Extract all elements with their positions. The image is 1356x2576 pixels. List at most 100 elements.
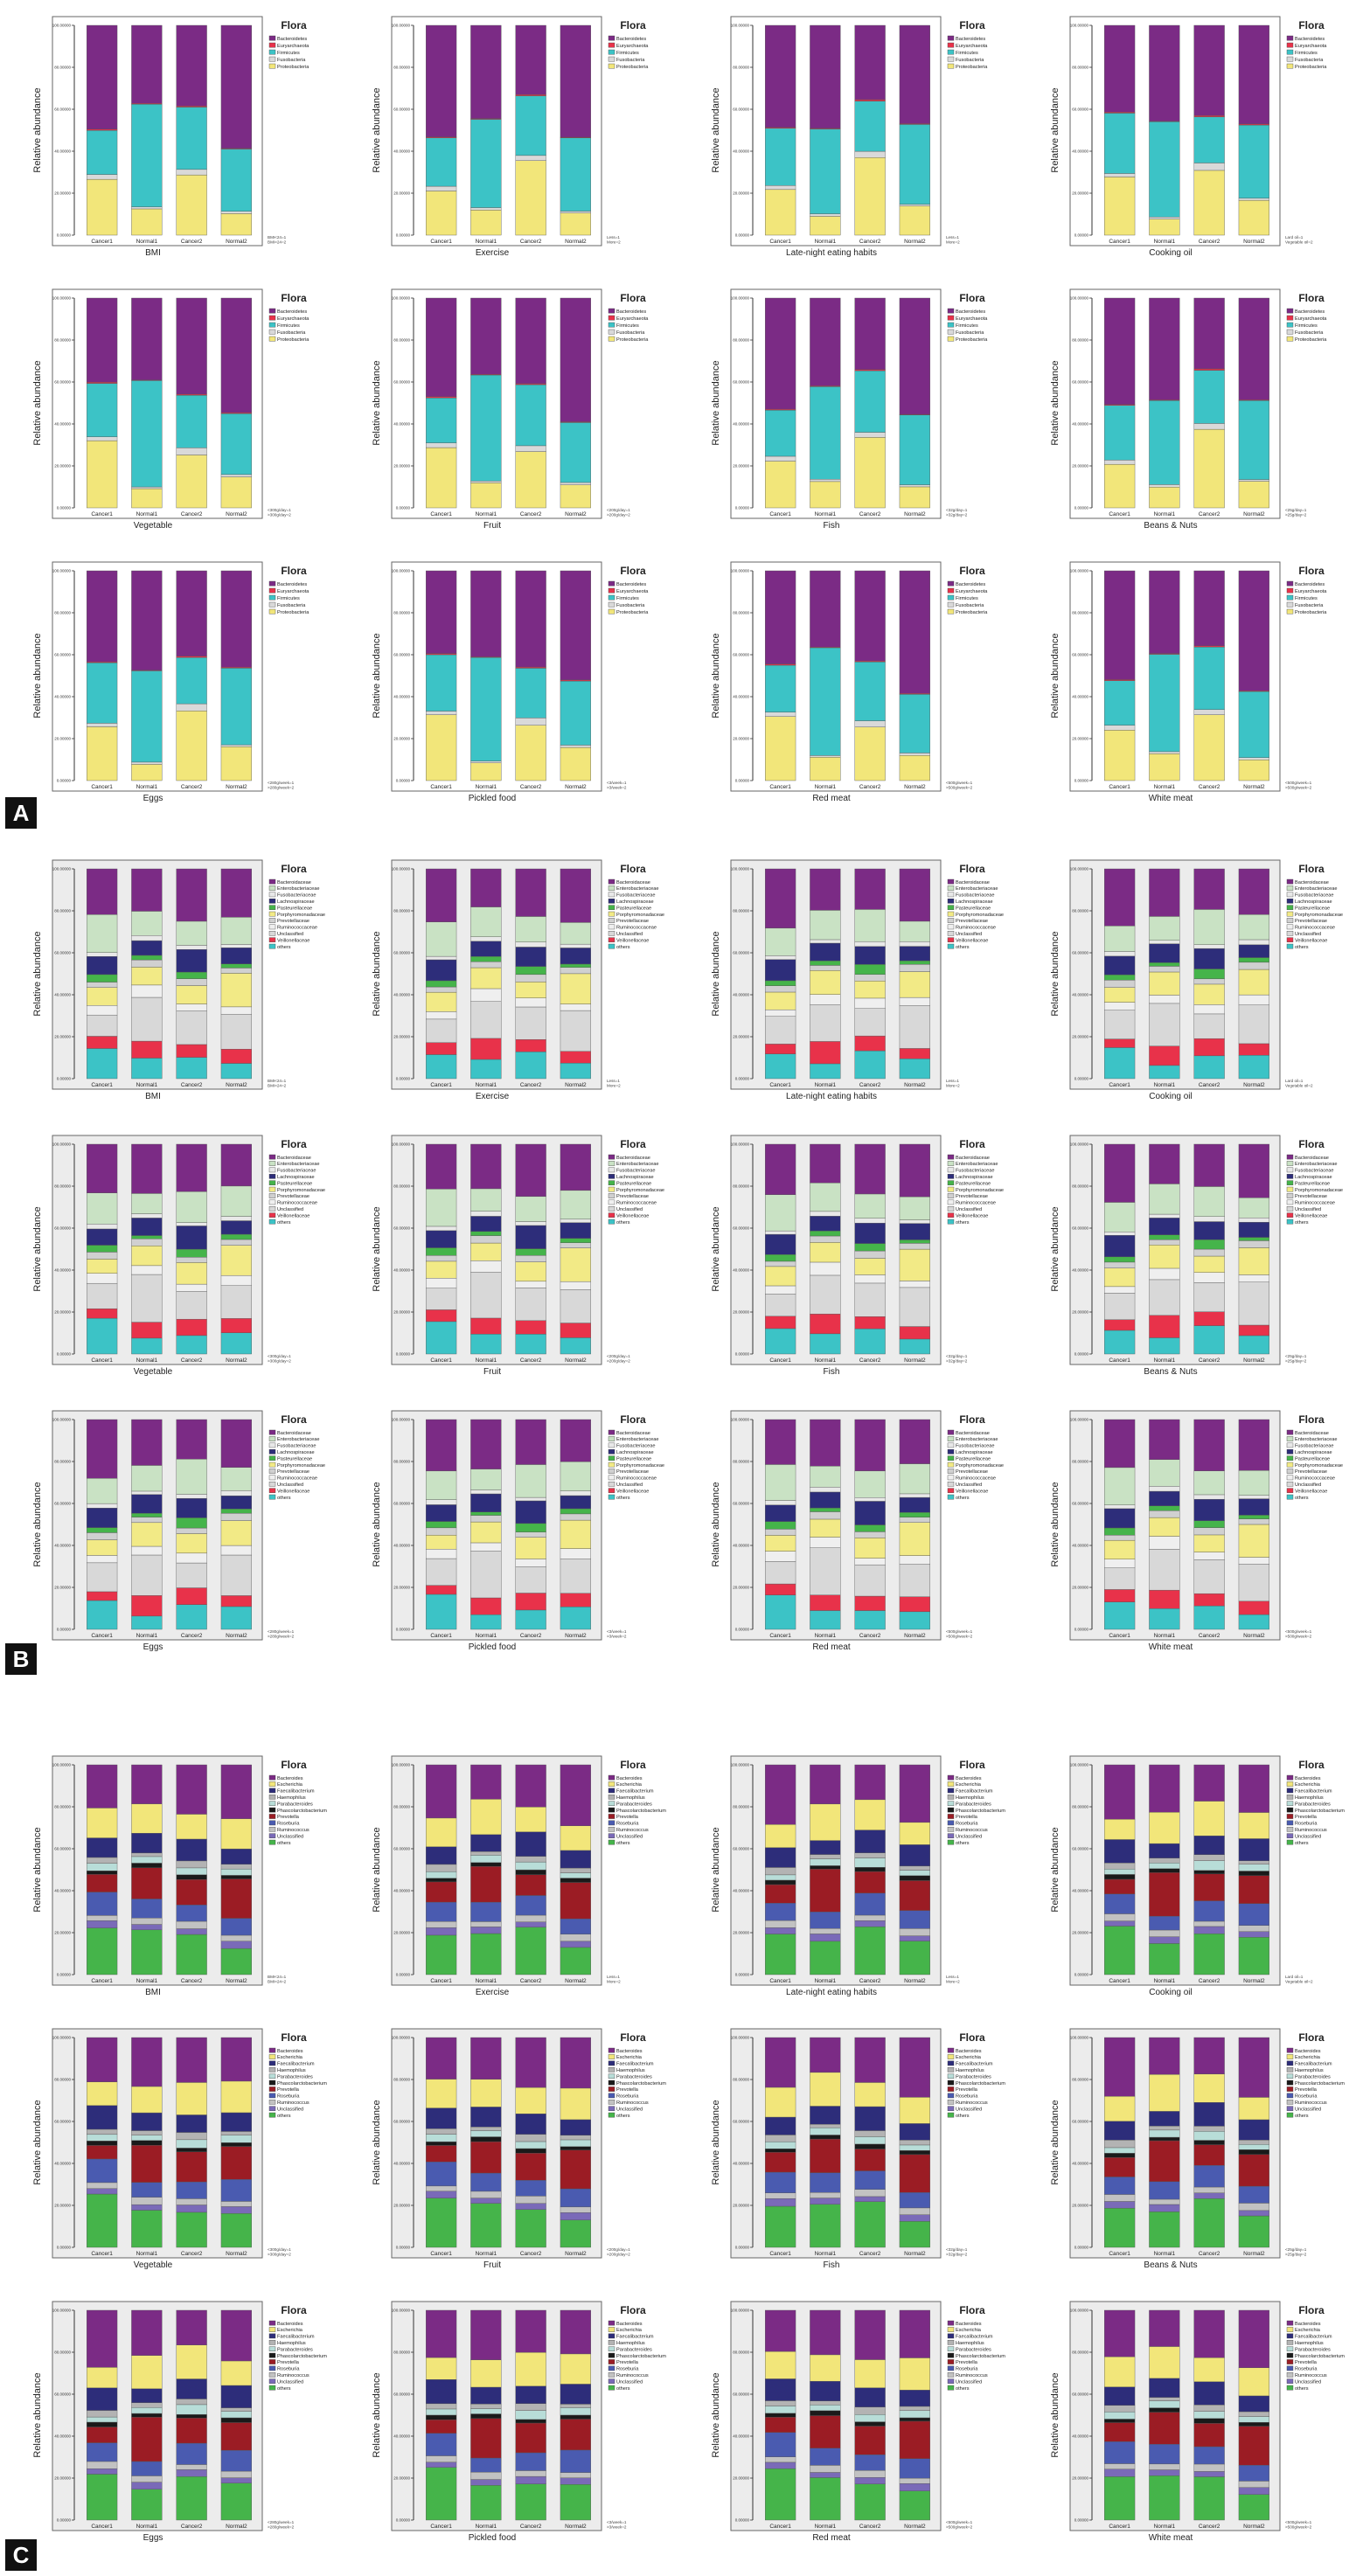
footnote-text: <25g/day=1 — [1285, 2247, 1307, 2252]
bar-segment-fusobacteriaceae — [86, 952, 118, 957]
bar-segment-unclassified — [425, 1288, 457, 1310]
x-tick-label: Normal2 — [565, 511, 587, 517]
y-tick-label: 60.00000 — [1072, 951, 1088, 955]
y-tick-label: 0.00000 — [57, 506, 72, 510]
bar-segment-veillonellaceae — [220, 1595, 252, 1607]
bar-segment-prevotella — [515, 2422, 546, 2454]
x-tick-label: Cancer1 — [430, 784, 452, 790]
bar-segment-prevotellaceae — [899, 1248, 930, 1281]
bar-segment-roseburia — [131, 2182, 163, 2198]
legend-swatch — [947, 2080, 955, 2086]
y-tick-label: 60.00000 — [393, 2120, 410, 2124]
legend-swatch — [268, 587, 276, 594]
footnote-text: <3/week=1 — [607, 781, 627, 785]
bar-segment-fusobacteriaceae — [470, 1211, 502, 1217]
bar-segment-haemophilus — [1149, 1857, 1180, 1864]
bar-segment-faecalibacterium — [1238, 2395, 1269, 2413]
y-tick-label: 0.00000 — [735, 1352, 750, 1357]
bar-segment-veillonellaceae — [131, 1595, 163, 1617]
bar-segment-veillonellaceae — [899, 1596, 930, 1613]
bar-segment-enterobacteriaceae — [220, 1467, 252, 1491]
x-axis-label: Fruit — [483, 1367, 501, 1377]
bar-segment-faecalibacterium — [1149, 1843, 1180, 1858]
footnote-text: >300g/day=2 — [268, 2253, 291, 2257]
bar-segment-unclassified — [86, 1282, 118, 1309]
legend-label: Euryarchaeota — [1295, 44, 1327, 49]
legend-swatch — [608, 1801, 615, 1806]
legend-swatch — [608, 930, 615, 936]
legend-swatch — [608, 1449, 615, 1455]
legend-swatch — [1286, 2106, 1294, 2111]
legend-label: Roseburia — [616, 2367, 639, 2372]
y-tick-label: 20.00000 — [1072, 1035, 1088, 1039]
x-tick-label: Cancer2 — [859, 1082, 881, 1088]
bar-segment-fusobacteria — [131, 761, 163, 765]
legend-label: Unclassified — [616, 1207, 643, 1212]
bar-segment-firmicutes — [425, 137, 457, 187]
legend-swatch — [608, 2080, 615, 2086]
x-tick-label: Cancer2 — [859, 239, 881, 245]
bar-segment-veillonellaceae — [560, 1593, 591, 1607]
legend-label: Porphyromonadaceae — [956, 1188, 1004, 1193]
bar-segment-others — [86, 2193, 118, 2248]
bar-segment-parabacteroides — [470, 2130, 502, 2137]
bar-segment-haemophilus — [425, 2128, 457, 2135]
bar-segment-phascolarctobacterium — [86, 2421, 118, 2427]
bar-segment-phascolarctobacterium — [1103, 2419, 1136, 2423]
footnote-text: >500g/week=2 — [946, 1635, 973, 1639]
bar-segment-proteobacteria — [1149, 753, 1180, 781]
bar-segment-firmicutes — [176, 107, 207, 170]
bar-segment-faecalibacterium — [764, 2116, 796, 2135]
footnote-text: BMI<24=1 — [268, 235, 287, 240]
bar-segment-firmicutes — [515, 95, 546, 156]
legend-label: others — [956, 2386, 970, 2392]
bar-segment-enterobacteriaceae — [425, 1470, 457, 1500]
bar-segment-veillonellaceae — [220, 1318, 252, 1333]
bar-segment-proteobacteria — [764, 189, 796, 236]
legend-swatch — [947, 49, 955, 55]
y-tick-label: 40.00000 — [393, 1889, 410, 1893]
bar-segment-fusobacteriaceae — [1193, 944, 1225, 949]
bar-segment-haemophilus — [220, 2131, 252, 2135]
bar-segment-prevotellaceae — [131, 967, 163, 986]
legend-label: Escherichia — [1295, 2055, 1321, 2060]
legend-label: Enterobacteriaceae — [1295, 1162, 1338, 1167]
legend-swatch — [268, 2086, 276, 2092]
bar-segment-parabacteroides — [1193, 2411, 1225, 2419]
bar-segment-unclassified — [764, 1927, 796, 1934]
legend-swatch — [268, 580, 276, 587]
legend-swatch — [947, 1174, 955, 1179]
legend-label: Haemophilus — [1295, 2068, 1324, 2073]
x-tick-label: Cancer2 — [520, 1633, 542, 1639]
chart-svg: 0.0000020.0000040.0000060.0000080.000001… — [1050, 1410, 1343, 1652]
x-tick-label: Normal2 — [565, 1633, 587, 1639]
x-tick-label: Cancer2 — [1199, 784, 1220, 790]
legend-label: Firmicutes — [277, 323, 300, 329]
legend-swatch — [268, 2378, 276, 2384]
y-tick-label: 40.00000 — [393, 149, 410, 154]
bar-segment-faecalibacterium — [131, 2112, 163, 2131]
bar-segment-proteobacteria — [810, 757, 841, 781]
bar-segment-enterobacteriaceae — [810, 1183, 841, 1212]
bar-segment-fusobacteria — [1103, 725, 1136, 731]
bar-segment-unclassified — [1193, 2471, 1225, 2477]
bar-segment-firmicutes — [176, 657, 207, 705]
bar-segment-veillonellaceae — [470, 1597, 502, 1615]
bar-segment-pasteurellaceae — [1238, 1515, 1269, 1519]
bar-segment-veillonellaceae — [764, 1044, 796, 1054]
y-tick-label: 60.00000 — [54, 1502, 71, 1506]
footnote-text: Less=1 — [607, 1975, 620, 1979]
bar-segment-others — [764, 1053, 796, 1080]
legend-swatch — [1286, 2378, 1294, 2384]
y-tick-label: 20.00000 — [1072, 464, 1088, 469]
bar-segment-prevotella — [854, 2149, 886, 2171]
legend-swatch — [947, 35, 955, 41]
bar-segment-others — [1193, 2198, 1225, 2248]
bar-segment-faecalibacterium — [1193, 1835, 1225, 1855]
legend-label: others — [616, 1220, 630, 1226]
y-tick-label: 60.00000 — [54, 1847, 71, 1851]
legend-swatch — [1286, 315, 1294, 321]
legend-label: Lachnospiraceae — [616, 1450, 654, 1455]
bar-segment-veillonellaceae — [176, 1318, 207, 1337]
bar-segment-porphyromonadaceae — [220, 968, 252, 974]
